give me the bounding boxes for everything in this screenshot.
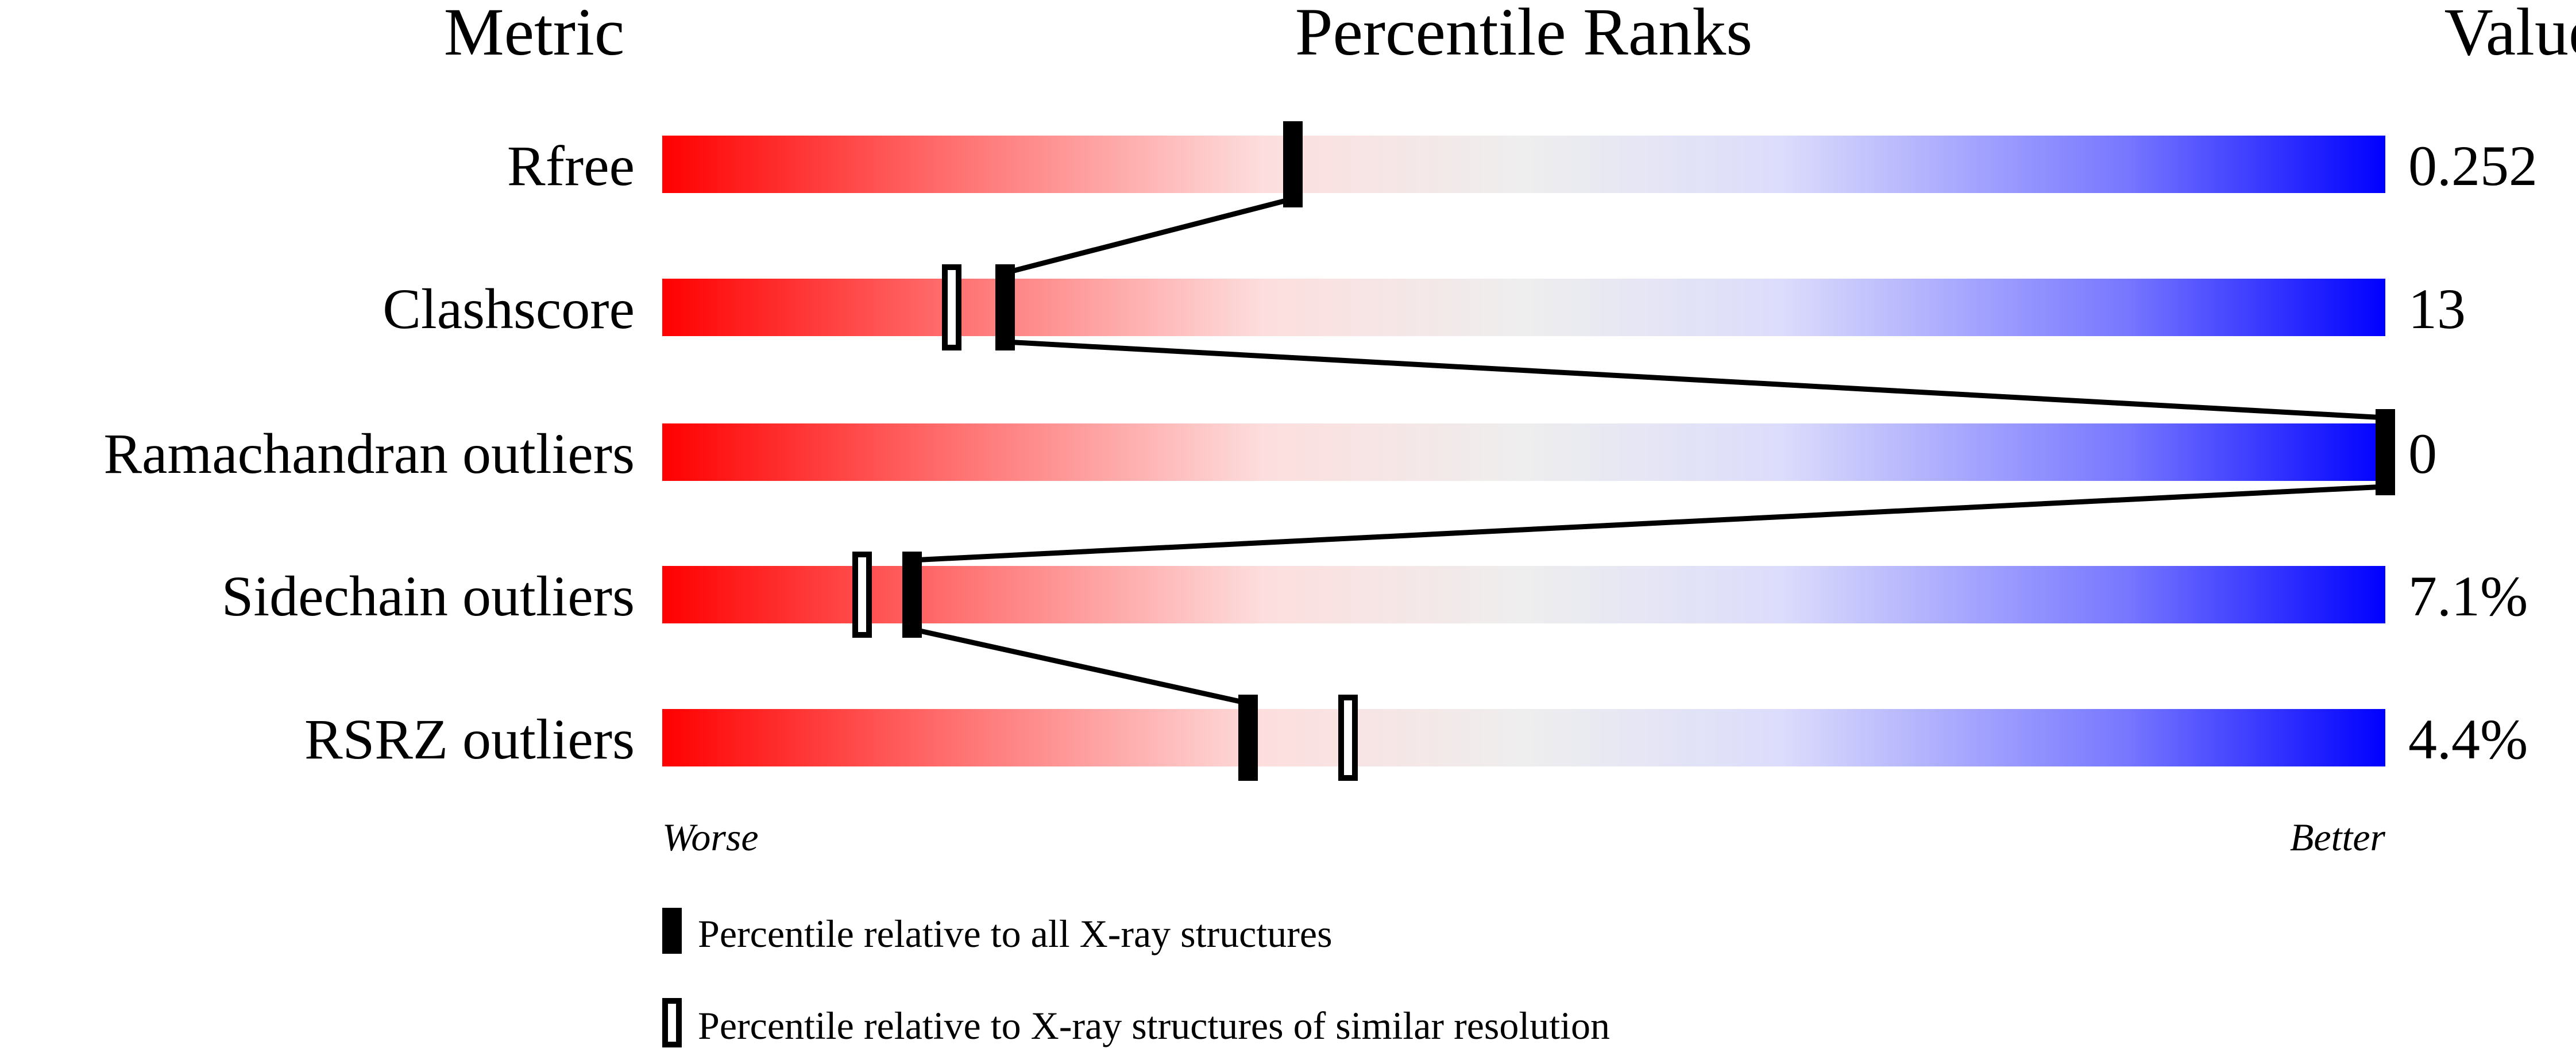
metric-value: 4.4% xyxy=(2408,707,2528,771)
percentile-bar xyxy=(662,279,2385,336)
marker-all-structures xyxy=(1238,695,1258,781)
metric-value: 13 xyxy=(2408,277,2466,341)
marker-all-structures xyxy=(902,552,922,638)
metric-value: 0 xyxy=(2408,422,2437,486)
metric-label: RSRZ outliers xyxy=(304,707,635,771)
metric-label: Rfree xyxy=(507,134,635,198)
marker-similar-resolution xyxy=(1338,695,1358,781)
legend-all: Percentile relative to all X-ray structu… xyxy=(698,912,1333,955)
worse-label: Worse xyxy=(662,815,759,859)
metric-value: 0.252 xyxy=(2408,134,2538,198)
legend-similar: Percentile relative to X-ray structures … xyxy=(698,1004,1610,1047)
metric-value: 7.1% xyxy=(2408,564,2528,628)
marker-all-structures xyxy=(995,264,1015,350)
header-percentile-ranks: Percentile Ranks xyxy=(1295,0,1752,70)
connector-line xyxy=(1004,196,1294,276)
percentile-bar xyxy=(662,136,2385,193)
connector-line xyxy=(912,626,1249,706)
connector-line xyxy=(1005,339,2386,421)
marker-similar-resolution xyxy=(942,264,961,350)
metric-label: Ramachandran outliers xyxy=(103,422,635,486)
metric-label: Clashscore xyxy=(383,277,635,341)
header-metric: Metric xyxy=(444,0,625,70)
header-value: Value xyxy=(2444,0,2576,70)
marker-all-structures xyxy=(2376,409,2395,495)
percentile-bar xyxy=(662,709,2385,766)
metric-label: Sidechain outliers xyxy=(222,564,635,628)
percentile-bar xyxy=(662,566,2385,623)
marker-similar-resolution xyxy=(852,552,872,638)
legend-open-marker xyxy=(662,998,682,1047)
percentile-bar xyxy=(662,423,2385,481)
connector-line xyxy=(912,484,2386,563)
marker-all-structures xyxy=(1283,121,1303,207)
legend-filled-marker xyxy=(662,908,682,954)
better-label: Better xyxy=(2290,815,2386,859)
